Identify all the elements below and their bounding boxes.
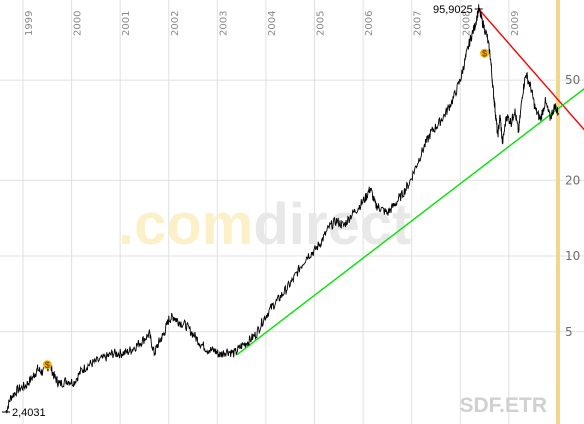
year-label: 2003 [218,11,229,36]
year-labels: 1999 2000 2001 2002 2003 2004 2005 2006 2007 2008… [24,11,521,36]
watermark-part1: .com [118,192,253,257]
right-band-bar [556,0,560,424]
dividend-marker-symbol: $ [45,360,50,370]
price-line-layer [5,4,559,414]
year-label: 2006 [364,11,375,36]
trendline [236,88,584,356]
year-label: 2001 [121,11,132,36]
ticker-symbol: SDF.ETR [459,394,547,417]
min-value-label: 2,4031 [12,407,46,419]
dividend-markers: $$ [42,48,490,370]
year-label: 2002 [170,11,181,36]
price-line [5,4,559,414]
year-label: 2008 [461,11,472,36]
dividend-marker [42,360,52,370]
year-label: 2004 [267,11,278,36]
watermark-part2: direct [253,192,411,257]
y-tick-labels: 5 10 20 50 [565,73,580,339]
year-label: 1999 [24,11,35,36]
y-tick-label: 20 [565,173,580,187]
svg-text:.comdirect: .comdirect [118,192,411,257]
max-value-label: 95,9025 [433,4,473,16]
dividend-marker [480,48,490,58]
trendline [478,8,584,131]
watermark: .comdirect [118,192,411,257]
y-tick-label: 10 [565,249,580,263]
y-tick-label: 5 [565,325,573,339]
year-label: 2007 [413,11,424,36]
trendlines [236,8,584,356]
year-label: 2005 [316,11,327,36]
y-tick-label: 50 [565,73,580,87]
right-band [556,0,560,424]
year-label: 2000 [73,11,84,36]
year-label: 2009 [510,11,521,36]
min-max-labels: 95,9025 2,4031 [2,4,483,419]
dividend-marker-symbol: $ [482,49,487,59]
